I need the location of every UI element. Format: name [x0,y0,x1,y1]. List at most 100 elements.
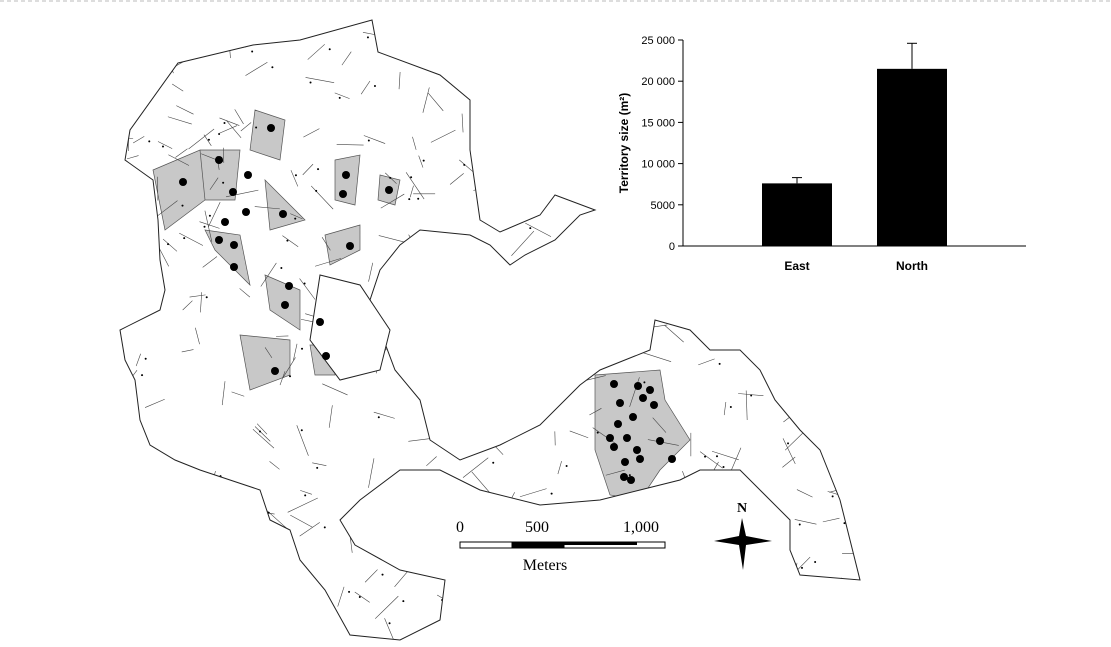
point [843,522,846,525]
cell-edge [559,99,578,119]
cell-edge [766,319,772,333]
cell-edge [815,578,827,609]
point [232,40,235,43]
cell-edge [207,201,221,228]
point [408,198,411,201]
cell-edge [834,283,859,289]
cell-edge [473,275,498,293]
y-axis-label: Territory size (m²) [617,93,631,193]
cell-edge [408,437,440,442]
y-tick-label: 10 000 [641,159,675,171]
cell-edge [511,638,525,640]
cell-edge [532,372,552,381]
point [756,579,759,582]
point [786,312,789,315]
cell-edge [849,20,860,27]
cell-edge [843,425,855,453]
point [830,582,833,585]
cell-edge [293,343,298,361]
scale-unit: Meters [523,557,567,574]
point [812,273,815,276]
point [593,165,596,168]
point [774,323,777,326]
cell-edge [785,372,801,378]
point [396,480,399,483]
cell-edge [427,356,439,368]
cell-edge [321,237,331,251]
point [848,71,851,74]
cell-edge [478,172,486,196]
cell-edge [239,288,251,298]
cell-edge [649,289,659,300]
cell-edge [752,34,785,39]
cell-edge [596,82,622,94]
point [701,184,704,187]
point [698,482,701,485]
point [348,590,351,593]
cell-edge [718,97,730,118]
cell-edge [775,397,802,411]
point [129,173,132,176]
bar [877,68,947,246]
cell-edge [622,600,647,617]
point [779,100,782,103]
point [612,67,615,70]
cell-edge [784,426,810,451]
cell-edge [481,273,485,306]
cell-edge [125,33,133,63]
cell-edge [334,92,350,99]
point [769,279,772,282]
cell-edge [781,307,789,321]
cell-edge [699,451,723,469]
cell-edge [442,66,474,77]
point [380,30,383,33]
cell-edge [546,105,562,129]
cell-edge [430,129,456,143]
point [167,243,170,246]
point [704,455,707,458]
cell-edge [597,606,623,615]
cell-edge [437,57,469,68]
cell-edge [724,634,737,640]
cell-edge [600,111,610,126]
point [809,409,812,412]
point [260,625,263,628]
point [696,477,699,480]
point [734,172,737,175]
cell-edge [767,138,796,146]
cell-edge [311,606,324,614]
point [738,487,741,490]
cell-edge [171,61,184,69]
point [550,492,553,495]
cell-edge [557,460,562,475]
point [813,430,816,433]
cell-edge [626,537,645,540]
cell-edge [585,328,612,338]
point [161,145,164,148]
y-tick-label: 25 000 [641,35,675,47]
cell-edge [225,189,259,198]
cell-edge [566,106,590,115]
cell-edge [477,80,482,110]
point [609,23,612,26]
point [543,134,546,137]
cell-edge [175,148,188,158]
cell-edge [279,371,286,386]
point [477,635,480,638]
point [723,248,726,251]
cell-edge [731,583,752,594]
point [322,624,325,627]
cell-edge [549,97,558,114]
point [621,66,624,69]
cell-edge [817,317,834,330]
cell-edge [460,352,469,365]
point [316,466,319,469]
cell-edge [775,96,792,103]
bar-chart: 0 5000 10 000 15 000 20 000 25 000 Territory s… [617,35,1026,273]
cell-edge [157,469,183,480]
cell-edge [651,67,683,74]
cell-edge [849,420,852,441]
cell-edge [583,261,605,283]
point [740,639,743,640]
cell-edge [834,338,856,342]
